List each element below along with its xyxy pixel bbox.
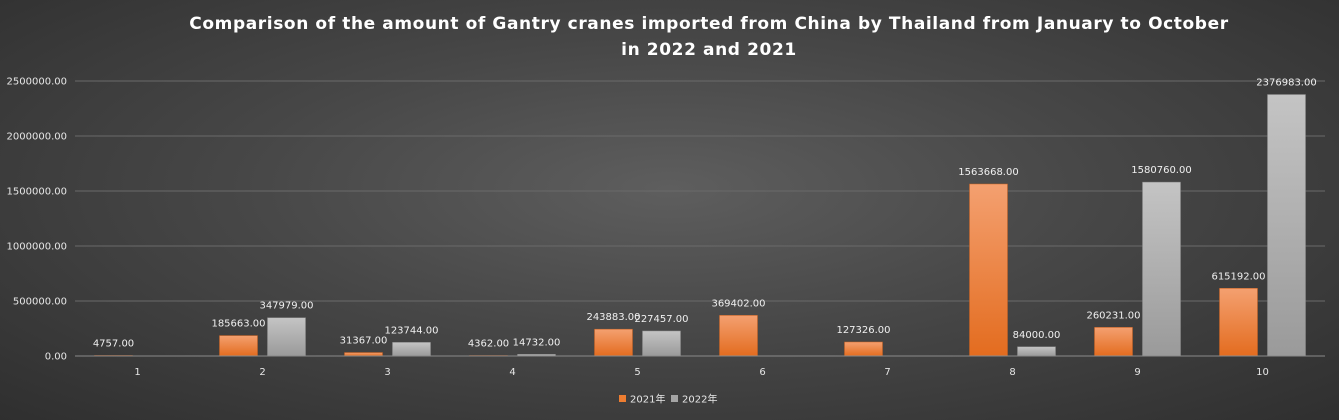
bar-series-2-cat-8 <box>1017 346 1056 357</box>
x-tick-label: 3 <box>384 367 390 378</box>
chart-title-line-2: in 2022 and 2021 <box>621 40 797 60</box>
legend-swatch-series-2 <box>671 395 678 402</box>
bars <box>94 94 1306 357</box>
x-tick-label: 2 <box>259 367 265 378</box>
x-tick-label: 9 <box>1134 367 1140 378</box>
x-axis: 1 2 3 4 5 6 7 8 9 10 <box>75 355 1325 378</box>
y-tick-label: 0.00 <box>45 352 67 363</box>
y-axis: 0.00 500000.00 1000000.00 1500000.00 2000000… <box>7 77 67 363</box>
data-label: 84000.00 <box>1013 330 1061 341</box>
bar-series-1-cat-8 <box>969 183 1008 357</box>
bar-series-1-cat-5 <box>594 328 633 357</box>
y-tick-label: 500000.00 <box>13 297 67 308</box>
chart-title-line-1: Comparison of the amount of Gantry crane… <box>189 14 1228 34</box>
bar-series-1-cat-7 <box>844 341 883 357</box>
legend: 2021年 2022年 <box>619 393 717 406</box>
data-label: 347979.00 <box>259 301 313 312</box>
data-label: 243883.00 <box>586 312 640 323</box>
data-label: 4757.00 <box>93 338 134 349</box>
bar-series-1-cat-6 <box>719 315 758 357</box>
data-label: 185663.00 <box>211 319 265 330</box>
data-label: 14732.00 <box>513 337 561 348</box>
legend-swatch-series-1 <box>619 395 626 402</box>
data-label: 615192.00 <box>1211 271 1265 282</box>
x-tick-label: 7 <box>884 367 890 378</box>
legend-label-series-1: 2021年 <box>630 393 665 406</box>
bar-series-1-cat-9 <box>1094 327 1133 357</box>
y-tick-label: 1000000.00 <box>7 242 67 253</box>
x-tick-label: 8 <box>1009 367 1015 378</box>
x-tick-label: 10 <box>1256 367 1269 378</box>
bar-series-2-cat-10 <box>1267 94 1306 357</box>
bar-series-1-cat-3 <box>344 352 383 357</box>
data-label: 127326.00 <box>836 325 890 336</box>
data-label: 260231.00 <box>1086 310 1140 321</box>
data-label: 4362.00 <box>468 339 509 350</box>
data-label: 1580760.00 <box>1131 165 1191 176</box>
x-tick-label: 1 <box>134 367 140 378</box>
bar-series-2-cat-5 <box>642 330 681 357</box>
data-label: 123744.00 <box>384 325 438 336</box>
x-tick-label: 5 <box>634 367 640 378</box>
data-labels: 4757.00 185663.00 347979.00 31367.00123744.… <box>93 78 1317 350</box>
bar-series-1-cat-2 <box>219 335 258 357</box>
bar-series-2-cat-2 <box>267 317 306 357</box>
data-label: 31367.00 <box>340 336 388 347</box>
data-label: 1563668.00 <box>958 167 1018 178</box>
legend-label-series-2: 2022年 <box>682 393 717 406</box>
x-tick-label: 6 <box>759 367 765 378</box>
x-tick-label: 4 <box>509 367 515 378</box>
y-tick-label: 2000000.00 <box>7 132 67 143</box>
bar-series-1-cat-10 <box>1219 288 1258 357</box>
bar-series-2-cat-9 <box>1142 181 1181 357</box>
y-tick-label: 2500000.00 <box>7 77 67 88</box>
chart-title: Comparison of the amount of Gantry crane… <box>189 14 1228 60</box>
gridlines <box>75 80 1325 302</box>
data-label: 227457.00 <box>634 314 688 325</box>
data-label: 2376983.00 <box>1256 78 1316 89</box>
y-tick-label: 1500000.00 <box>7 187 67 198</box>
bar-series-2-cat-3 <box>392 342 431 357</box>
data-label: 369402.00 <box>711 298 765 309</box>
